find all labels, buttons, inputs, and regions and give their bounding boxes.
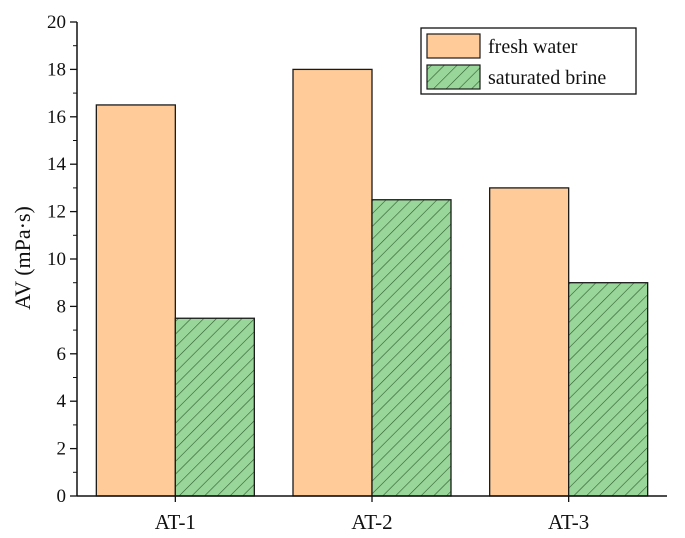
legend: fresh water saturated brine <box>420 27 637 95</box>
x-tick-label: AT-2 <box>351 510 392 534</box>
y-tick-label: 12 <box>47 202 66 223</box>
labels-layer: AV (mPa·s) AT-1 AT-2 AT-3 0 2 4 6 8 10 12 14 16 18 20 <box>10 12 589 534</box>
y-tick-label: 4 <box>57 391 67 412</box>
y-tick-label: 2 <box>57 439 67 460</box>
y-tick-label: 18 <box>47 59 66 80</box>
bar-at-3-saturated-brine <box>568 282 649 497</box>
legend-swatch-fresh-water <box>426 33 481 59</box>
bar-at-1-fresh-water <box>95 104 176 497</box>
x-tick-label: AT-1 <box>155 510 196 534</box>
y-axis-title: AV (mPa·s) <box>10 206 35 310</box>
y-tick-label: 10 <box>47 249 66 270</box>
legend-label-saturated-brine: saturated brine <box>488 67 606 89</box>
y-tick-label: 20 <box>47 12 66 33</box>
bar-at-2-fresh-water <box>292 68 373 497</box>
y-tick-label: 8 <box>57 296 67 317</box>
bars-layer <box>95 68 649 497</box>
bar-at-2-saturated-brine <box>371 199 452 497</box>
y-tick-label: 16 <box>47 107 66 128</box>
y-tick-label: 0 <box>57 486 67 507</box>
bar-at-3-fresh-water <box>489 187 570 497</box>
legend-swatch-saturated-brine <box>426 64 481 90</box>
x-tick-label: AT-3 <box>548 510 589 534</box>
legend-label-fresh-water: fresh water <box>488 36 578 58</box>
axes-layer <box>70 21 667 502</box>
bar-at-1-saturated-brine <box>174 317 255 497</box>
y-tick-label: 14 <box>47 154 67 175</box>
y-tick-label: 6 <box>57 344 67 365</box>
